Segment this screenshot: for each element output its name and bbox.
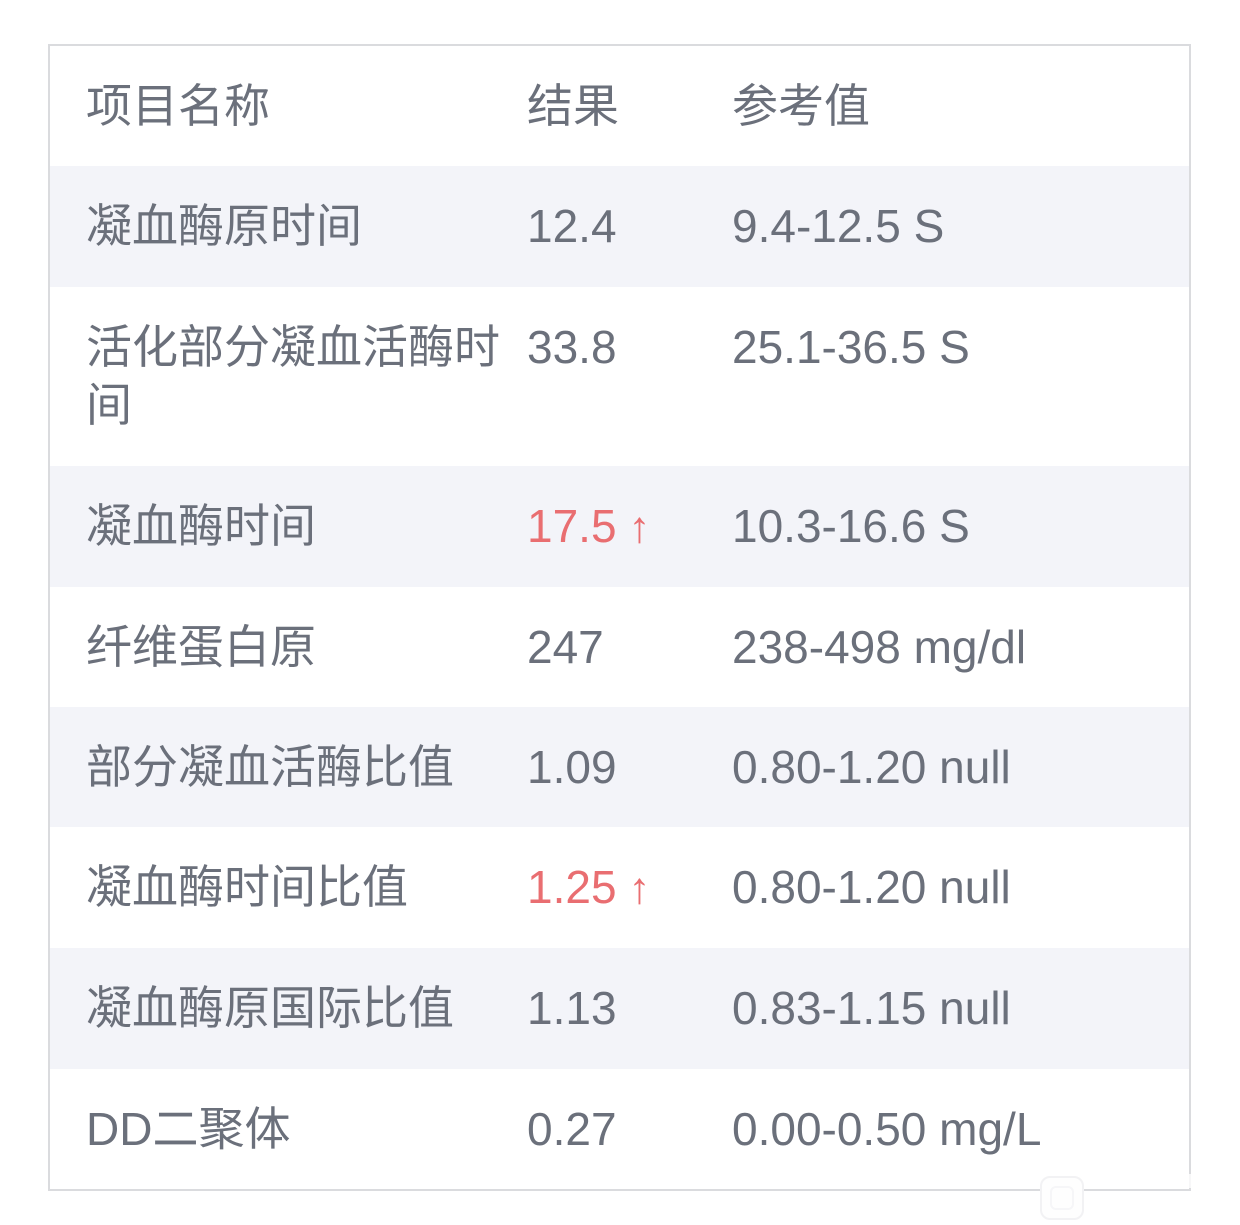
- column-header-item-name: 项目名称: [86, 80, 270, 132]
- table-row: 凝血酶时间比值 1.25 ↑ 0.80-1.20 null: [50, 827, 1189, 948]
- item-name-cell: DD二聚体: [86, 1102, 291, 1155]
- result-cell: 12.4: [527, 166, 732, 286]
- item-name-cell: 纤维蛋白原: [86, 620, 316, 673]
- result-value: 247: [527, 620, 604, 673]
- table-header-row: 项目名称 结果 参考值: [50, 46, 1189, 166]
- reference-cell: 0.83-1.15 null: [732, 982, 1011, 1035]
- reference-cell: 0.00-0.50 mg/L: [732, 1102, 1042, 1155]
- item-name-cell: 凝血酶时间: [86, 499, 316, 552]
- table-row: DD二聚体 0.27 0.00-0.50 mg/L: [50, 1069, 1189, 1189]
- result-cell: 1.25 ↑: [527, 827, 732, 948]
- item-name-cell: 凝血酶原时间: [86, 200, 362, 253]
- reference-cell: 25.1-36.5 S: [732, 320, 970, 373]
- up-arrow-icon: ↑: [628, 864, 651, 914]
- result-cell: 17.5 ↑: [527, 466, 732, 587]
- table-row: 活化部分凝血活酶时间 33.8 25.1-36.5 S: [50, 287, 1189, 466]
- item-name-cell: 活化部分凝血活酶时间: [86, 320, 500, 432]
- result-value: 12.4: [527, 200, 617, 253]
- result-value: 17.5: [527, 499, 617, 552]
- table-row: 凝血酶时间 17.5 ↑ 10.3-16.6 S: [50, 465, 1189, 587]
- result-cell: 1.09: [527, 707, 732, 827]
- table-row: 部分凝血活酶比值 1.09 0.80-1.20 null: [50, 706, 1189, 828]
- result-value: 33.8: [527, 320, 617, 373]
- up-arrow-icon: ↑: [628, 502, 651, 552]
- column-header-result: 结果: [527, 80, 619, 132]
- item-name-cell: 凝血酶原国际比值: [86, 982, 454, 1035]
- result-cell: 0.27: [527, 1069, 732, 1189]
- result-value: 1.25: [527, 861, 617, 914]
- lab-results-table: 项目名称 结果 参考值 凝血酶原时间 12.4 9.4-12.5 S 活化部分凝…: [50, 46, 1189, 1189]
- result-value: 0.27: [527, 1102, 617, 1155]
- result-value: 1.13: [527, 982, 617, 1035]
- item-name-cell: 部分凝血活酶比值: [86, 740, 454, 793]
- reference-cell: 0.80-1.20 null: [732, 861, 1011, 914]
- result-cell: 247: [527, 587, 732, 707]
- reference-cell: 10.3-16.6 S: [732, 499, 970, 552]
- lab-results-card: 项目名称 结果 参考值 凝血酶原时间 12.4 9.4-12.5 S 活化部分凝…: [48, 44, 1191, 1191]
- result-cell: 33.8: [527, 287, 732, 466]
- reference-cell: 238-498 mg/dl: [732, 620, 1027, 673]
- reference-cell: 9.4-12.5 S: [732, 200, 945, 253]
- item-name-cell: 凝血酶时间比值: [86, 861, 408, 914]
- result-cell: 1.13: [527, 948, 732, 1068]
- result-value: 1.09: [527, 740, 617, 793]
- reference-cell: 0.80-1.20 null: [732, 740, 1011, 793]
- column-header-reference: 参考值: [732, 80, 870, 132]
- table-row: 纤维蛋白原 247 238-498 mg/dl: [50, 587, 1189, 707]
- table-row: 凝血酶原国际比值 1.13 0.83-1.15 null: [50, 948, 1189, 1069]
- table-row: 凝血酶原时间 12.4 9.4-12.5 S: [50, 166, 1189, 287]
